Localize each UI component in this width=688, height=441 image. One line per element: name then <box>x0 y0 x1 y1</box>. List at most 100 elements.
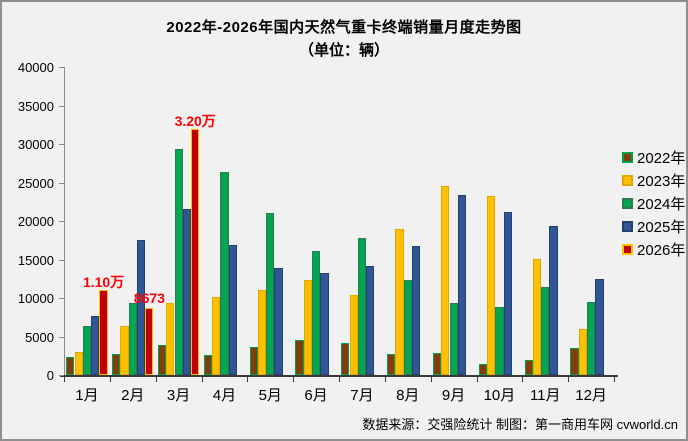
x-axis-line <box>60 375 618 377</box>
y-axis-tick <box>59 221 64 222</box>
bar-2024年-9月 <box>449 303 458 375</box>
bar-2026年-3月 <box>191 128 200 375</box>
x-axis-tick <box>339 377 340 382</box>
source-footer: 数据来源：交强险统计 制图：第一商用车网 cvworld.cn <box>362 417 678 432</box>
bar-2023年-4月 <box>212 297 221 375</box>
y-axis-tick-label: 15000 <box>17 252 54 268</box>
legend-marker-icon <box>622 198 633 209</box>
bar-2024年-1月 <box>82 325 92 375</box>
bar-2025年-1月 <box>91 315 100 375</box>
legend-marker-icon <box>622 244 633 255</box>
y-axis-tick <box>59 259 64 261</box>
y-axis-tick-label: 30000 <box>17 137 54 152</box>
bar-2022年-7月 <box>341 343 350 375</box>
bar-2025年-2月 <box>136 240 146 376</box>
x-axis-month-label: 8月 <box>396 387 420 404</box>
x-axis-tick <box>476 377 478 382</box>
y-axis-tick-label: 40000 <box>17 60 54 75</box>
y-axis-tick-label: 5000 <box>25 329 54 345</box>
legend-item-2024年: 2024年 <box>622 192 685 215</box>
bar-2024年-3月 <box>174 148 183 375</box>
bar-2025年-6月 <box>320 272 329 375</box>
bar-2023年-12月 <box>578 328 587 375</box>
bar-2024年-6月 <box>312 251 321 375</box>
bar-2022年-10月 <box>478 364 487 375</box>
x-axis-tick <box>247 377 249 382</box>
bar-2025年-10月 <box>503 211 512 375</box>
x-axis-tick <box>109 377 111 382</box>
bar-2025年-7月 <box>366 266 375 375</box>
x-axis-month-label: 10月 <box>483 387 516 404</box>
bar-2024年-11月 <box>541 287 550 375</box>
y-axis-tick-label: 10000 <box>17 291 54 306</box>
legend-marker-icon <box>622 152 633 163</box>
x-axis-tick <box>201 377 203 382</box>
legend-label: 2024年 <box>637 196 686 213</box>
y-axis-tick <box>59 336 64 338</box>
y-axis-tick <box>59 375 64 376</box>
data-label-2月: 8673 <box>133 290 165 307</box>
bar-2025年-3月 <box>182 208 192 375</box>
bar-2024年-12月 <box>587 301 596 376</box>
y-axis-tick <box>59 182 64 184</box>
legend-label: 2025年 <box>637 219 686 236</box>
chart-legend: 2022年 2023年 2024年 2025年 2026年 <box>622 146 685 261</box>
chart-title: 2022年-2026年国内天然气重卡终端销量月度走势图 <box>166 19 522 36</box>
x-axis-tick <box>64 377 65 382</box>
x-axis-month-label: 3月 <box>166 387 191 404</box>
bar-2024年-2月 <box>128 302 137 375</box>
bar-2023年-7月 <box>349 294 358 375</box>
bar-2022年-8月 <box>387 354 396 375</box>
bar-2025年-9月 <box>457 194 467 375</box>
x-axis-tick <box>522 377 524 382</box>
bar-2025年-4月 <box>228 244 237 375</box>
legend-label: 2023年 <box>637 173 686 190</box>
x-axis-month-label: 12月 <box>575 387 607 404</box>
x-axis-tick <box>293 377 295 382</box>
x-axis-tick <box>614 377 615 382</box>
x-axis-month-label: 6月 <box>304 387 328 404</box>
bar-2023年-1月 <box>74 351 83 375</box>
y-axis-tick <box>59 298 64 299</box>
bar-2022年-2月 <box>112 354 121 375</box>
y-axis-tick-label: 25000 <box>17 175 54 191</box>
bar-2023年-2月 <box>120 325 129 375</box>
bar-2022年-12月 <box>570 348 579 375</box>
bar-2023年-8月 <box>395 228 404 375</box>
x-axis-month-label: 4月 <box>212 387 237 404</box>
legend-label: 2026年 <box>637 242 686 259</box>
x-axis-month-label: 9月 <box>441 387 466 404</box>
y-axis-tick-label: 0 <box>46 368 54 383</box>
bar-2022年-3月 <box>157 345 167 375</box>
chart-subtitle: （单位：辆） <box>298 42 389 59</box>
y-axis-tick <box>59 67 64 68</box>
bar-2023年-6月 <box>303 279 312 375</box>
legend-item-2023年: 2023年 <box>622 169 685 192</box>
bar-2026年-2月 <box>145 308 154 375</box>
bar-2025年-11月 <box>549 225 558 375</box>
legend-item-2022年: 2022年 <box>622 146 685 169</box>
y-axis-line <box>64 67 65 375</box>
x-axis-month-label: 11月 <box>529 387 561 404</box>
x-axis-tick <box>430 377 432 382</box>
data-label-3月: 3.20万 <box>174 112 216 129</box>
bar-2022年-9月 <box>432 353 442 375</box>
y-axis-tick <box>59 105 64 107</box>
bar-2022年-11月 <box>524 359 533 375</box>
bar-2023年-3月 <box>166 302 175 375</box>
legend-item-2026年: 2026年 <box>622 238 685 261</box>
x-axis-month-label: 2月 <box>121 387 145 404</box>
bar-2022年-5月 <box>249 347 258 375</box>
y-axis-tick-label: 20000 <box>17 214 54 229</box>
bar-2022年-1月 <box>66 357 75 375</box>
x-axis-tick <box>155 377 157 382</box>
legend-marker-icon <box>622 221 633 232</box>
y-axis-tick-label: 35000 <box>17 98 54 114</box>
y-axis-tick <box>59 144 64 145</box>
x-axis-month-label: 5月 <box>258 387 282 404</box>
data-label-1月: 1.10万 <box>82 274 125 291</box>
legend-marker-icon <box>622 175 633 186</box>
bar-2023年-10月 <box>487 196 496 375</box>
legend-item-2025年: 2025年 <box>622 215 685 238</box>
